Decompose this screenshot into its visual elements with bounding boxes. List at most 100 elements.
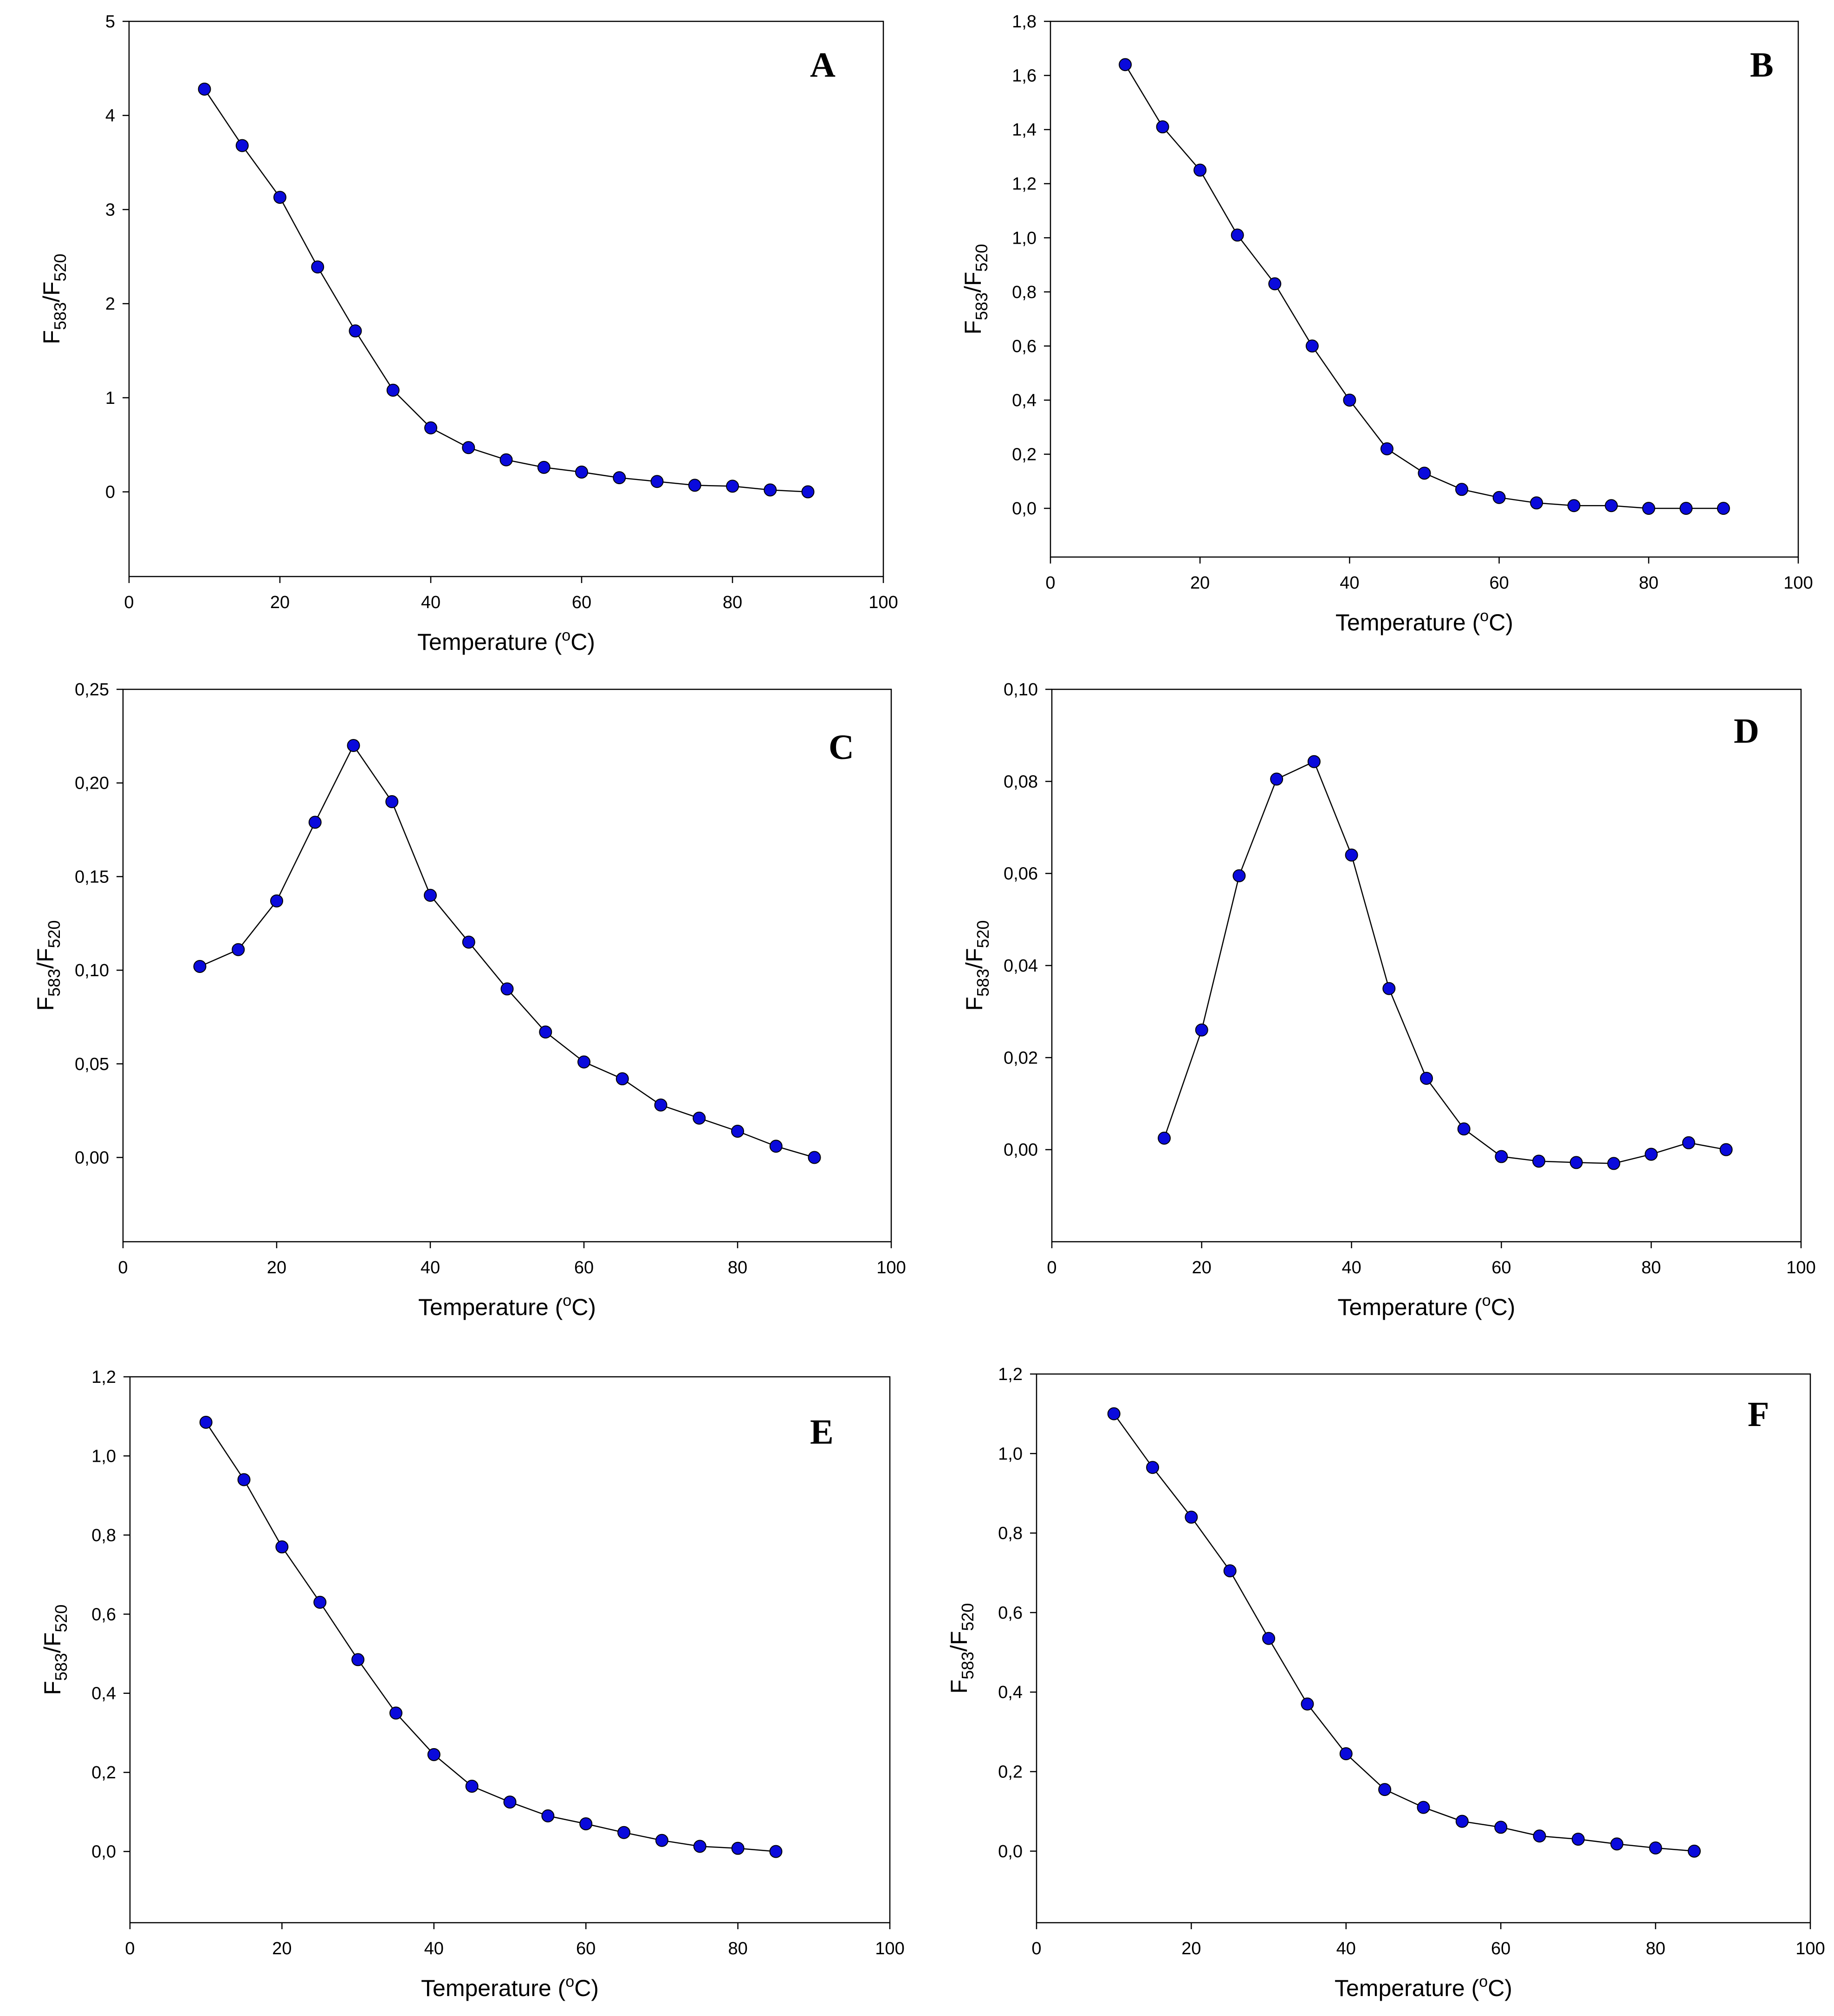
data-point	[654, 1098, 667, 1112]
x-tick-label: 80	[728, 1939, 747, 1958]
data-point	[1457, 1122, 1471, 1136]
data-point	[1343, 393, 1356, 407]
data-point	[1719, 1143, 1733, 1156]
data-point	[1231, 228, 1244, 242]
x-tick-label: 40	[421, 1258, 440, 1277]
data-point	[1455, 483, 1469, 496]
data-point	[617, 1826, 631, 1839]
y-tick-label: 1,2	[1012, 175, 1037, 194]
series-line	[204, 89, 808, 493]
y-tick-label: 1,6	[1012, 66, 1037, 86]
data-point	[351, 1653, 365, 1666]
y-tick-label: 0,05	[75, 1055, 109, 1074]
plot-frame	[1051, 688, 1802, 1243]
chart-panel-e: 0 20 40 60 80 100 0,0 0,2 0,4 0,6 0,8 1,0 1,2 Tempera…	[39, 1368, 905, 2001]
plot-frame	[1036, 1373, 1811, 1924]
data-point	[275, 1540, 289, 1554]
data-point	[1339, 1747, 1353, 1760]
y-tick-label: 1,0	[1012, 228, 1037, 248]
data-point	[462, 935, 475, 949]
data-point	[1455, 1815, 1469, 1828]
y-tick-label: 0,8	[91, 1526, 116, 1545]
data-point	[539, 1025, 552, 1039]
data-point	[1530, 496, 1543, 510]
x-tick-label: 80	[1641, 1258, 1661, 1277]
y-tick-label: 0,04	[1004, 956, 1038, 976]
data-point	[1494, 1821, 1508, 1834]
y-axis-title: F583/F520	[946, 1603, 977, 1693]
data-point	[1232, 869, 1246, 882]
data-point	[389, 1706, 402, 1720]
x-tick-label: 100	[875, 1939, 904, 1958]
data-point	[575, 465, 588, 479]
data-point	[1307, 755, 1321, 768]
data-point	[1146, 1461, 1160, 1474]
x-tick-label: 60	[576, 1939, 596, 1958]
x-axis-title: Temperature (oC)	[418, 1292, 596, 1320]
data-point	[308, 816, 322, 829]
y-tick-label: 0,20	[75, 774, 109, 793]
data-point	[731, 1125, 744, 1138]
x-tick-label: 20	[1190, 573, 1210, 593]
x-tick-label: 60	[1491, 1939, 1510, 1958]
data-point	[198, 82, 211, 96]
x-tick-label: 100	[868, 593, 898, 612]
y-tick-label: 0,08	[1004, 772, 1038, 791]
x-tick-label: 40	[421, 593, 441, 612]
data-point	[616, 1072, 629, 1086]
y-tick-label: 0,4	[1012, 391, 1037, 410]
data-point	[499, 453, 513, 467]
data-point	[1380, 442, 1393, 455]
data-point	[1610, 1837, 1624, 1851]
data-point	[801, 485, 815, 499]
data-point	[1605, 499, 1618, 512]
x-tick-label: 80	[1646, 1939, 1665, 1958]
y-axis-title: F583/F520	[32, 920, 64, 1011]
x-tick-label: 20	[267, 1258, 286, 1277]
y-tick-label: 0,4	[998, 1683, 1023, 1702]
y-tick-label: 0,2	[998, 1763, 1023, 1782]
data-point	[1687, 1844, 1701, 1858]
data-point	[1301, 1697, 1314, 1711]
data-point	[1158, 1131, 1171, 1145]
data-point	[764, 483, 777, 497]
data-point	[347, 739, 360, 752]
data-point	[465, 1780, 479, 1793]
data-point	[1649, 1841, 1662, 1854]
y-tick-label: 0,8	[998, 1524, 1023, 1543]
x-tick-label: 80	[723, 593, 742, 612]
data-point	[1156, 120, 1169, 134]
y-tick-label: 0,6	[1012, 337, 1037, 356]
x-axis-title: Temperature (oC)	[421, 1973, 599, 2001]
data-point	[808, 1151, 821, 1164]
y-tick-label: 1,4	[1012, 120, 1037, 140]
y-tick-label: 0,06	[1004, 864, 1038, 884]
chart-panel-f: 0 20 40 60 80 100 0,0 0,2 0,4 0,6 0,8 1,0 1,2 Tempera…	[946, 1365, 1825, 2001]
x-tick-label: 60	[1491, 1258, 1511, 1277]
data-point	[1532, 1154, 1546, 1168]
x-tick-label: 0	[1047, 1258, 1056, 1277]
x-tick-label: 0	[1045, 573, 1055, 593]
y-tick-label: 0,6	[998, 1603, 1023, 1623]
data-point	[1495, 1150, 1508, 1163]
data-point	[349, 324, 362, 337]
data-point	[503, 1796, 517, 1809]
data-point	[427, 1748, 441, 1761]
y-tick-label: 0,00	[75, 1148, 109, 1167]
series-line	[1163, 761, 1726, 1164]
y-tick-label: 0,15	[75, 867, 109, 887]
series-line	[1125, 64, 1724, 509]
x-tick-label: 40	[424, 1939, 444, 1958]
data-point	[1642, 502, 1655, 515]
data-point	[232, 943, 245, 956]
plot-frame	[129, 1376, 891, 1924]
x-tick-label: 20	[272, 1939, 292, 1958]
y-tick-label: 0,10	[1004, 680, 1038, 700]
x-axis-title: Temperature (oC)	[1338, 1292, 1516, 1320]
data-point	[235, 139, 249, 152]
plot-frame	[122, 688, 892, 1243]
data-point	[1571, 1833, 1585, 1846]
data-point	[688, 479, 701, 492]
data-point	[1185, 1510, 1198, 1524]
